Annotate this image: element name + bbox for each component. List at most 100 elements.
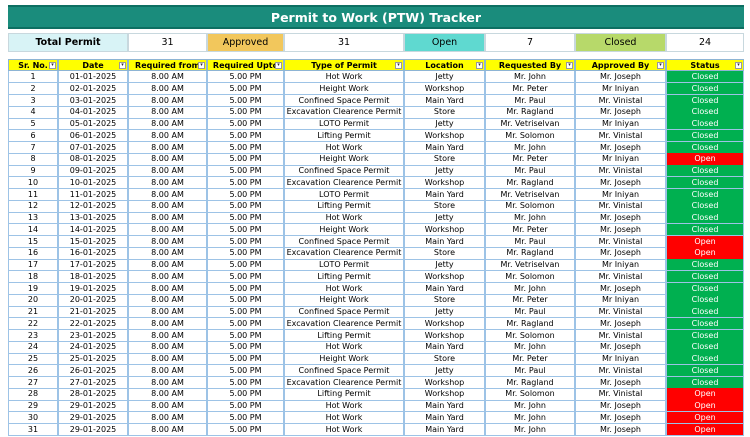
table-cell: 7 (8, 141, 58, 154)
table-cell: Height Work (284, 223, 404, 236)
table-cell: 8.00 AM (128, 165, 207, 178)
table-cell: Workshop (404, 270, 485, 283)
table-cell: 5 (8, 118, 58, 131)
table-cell: 8.00 AM (128, 423, 207, 436)
table-cell: 11-01-2025 (58, 188, 128, 201)
summary-label: Approved (207, 33, 284, 52)
status-cell: Closed (666, 188, 744, 201)
table-cell: 8 (8, 153, 58, 166)
column-header: Required from ▾ (128, 59, 207, 71)
table-cell: Main Yard (404, 235, 485, 248)
table-cell: Workshop (404, 376, 485, 389)
table-cell: 8.00 AM (128, 94, 207, 107)
column-header: Location ▾ (404, 59, 485, 71)
status-cell: Closed (666, 106, 744, 119)
filter-button[interactable]: ▾ (735, 62, 742, 69)
filter-button[interactable]: ▾ (198, 62, 205, 69)
filter-button[interactable]: ▾ (119, 62, 126, 69)
table-cell: Mr. John (485, 141, 575, 154)
table-cell: Mr. John (485, 71, 575, 84)
table-cell: 01-01-2025 (58, 71, 128, 84)
table-cell: Main Yard (404, 94, 485, 107)
table-cell: Hot Work (284, 400, 404, 413)
table-cell: 23 (8, 329, 58, 342)
table-cell: Main Yard (404, 423, 485, 436)
status-cell: Closed (666, 129, 744, 142)
table-cell: 10-01-2025 (58, 176, 128, 189)
status-cell: Closed (666, 223, 744, 236)
table-cell: 24 (8, 341, 58, 354)
table-cell: Mr. Ragland (485, 106, 575, 119)
table-cell: 8.00 AM (128, 400, 207, 413)
status-cell: Closed (666, 341, 744, 354)
table-cell: 8.00 AM (128, 153, 207, 166)
table-cell: 9 (8, 165, 58, 178)
status-cell: Closed (666, 317, 744, 330)
table-cell: Mr. Solomon (485, 329, 575, 342)
status-cell: Closed (666, 176, 744, 189)
table-cell: Main Yard (404, 141, 485, 154)
filter-button[interactable]: ▾ (476, 62, 483, 69)
table-cell: Hot Work (284, 141, 404, 154)
table-cell: Mr. Vinistal (575, 388, 666, 401)
table-cell: 19-01-2025 (58, 282, 128, 295)
filter-button[interactable]: ▾ (275, 62, 282, 69)
table-cell: Workshop (404, 317, 485, 330)
table-cell: 8.00 AM (128, 106, 207, 119)
table-cell: Height Work (284, 294, 404, 307)
summary-label: Open (404, 33, 485, 52)
table-cell: 5.00 PM (207, 141, 284, 154)
table-cell: 3 (8, 94, 58, 107)
table-cell: 14 (8, 223, 58, 236)
table-cell: Workshop (404, 129, 485, 142)
table-cell: Mr. Vetriselvan (485, 259, 575, 272)
table-cell: Jetty (404, 118, 485, 131)
column-header: Type of Permit ▾ (284, 59, 404, 71)
summary-label: Closed (575, 33, 666, 52)
summary-value: 31 (284, 33, 404, 52)
table-cell: 19 (8, 282, 58, 295)
table-cell: 8.00 AM (128, 341, 207, 354)
table-cell: Mr. Ragland (485, 176, 575, 189)
table-cell: Jetty (404, 165, 485, 178)
table-cell: 31 (8, 423, 58, 436)
table-cell: Mr. Vinistal (575, 306, 666, 319)
table-cell: 13 (8, 212, 58, 225)
status-cell: Open (666, 153, 744, 166)
table-cell: Mr. Vinistal (575, 165, 666, 178)
status-cell: Closed (666, 259, 744, 272)
table-cell: Excavation Clearence Permit (284, 176, 404, 189)
table-cell: 10 (8, 176, 58, 189)
table-cell: Mr. Joseph (575, 317, 666, 330)
table-cell: Hot Work (284, 71, 404, 84)
table-cell: Height Work (284, 353, 404, 366)
table-cell: Mr. Vetriselvan (485, 188, 575, 201)
table-cell: 8.00 AM (128, 329, 207, 342)
table-cell: 5.00 PM (207, 223, 284, 236)
filter-button[interactable]: ▾ (49, 62, 56, 69)
table-cell: 8.00 AM (128, 223, 207, 236)
table-cell: 5.00 PM (207, 259, 284, 272)
table-cell: 8.00 AM (128, 259, 207, 272)
table-cell: 8.00 AM (128, 247, 207, 260)
table-cell: 11 (8, 188, 58, 201)
status-cell: Closed (666, 94, 744, 107)
table-cell: Mr. Paul (485, 364, 575, 377)
table-cell: 5.00 PM (207, 306, 284, 319)
table-cell: 8.00 AM (128, 212, 207, 225)
table-cell: Mr. Vinistal (575, 94, 666, 107)
table-cell: Main Yard (404, 400, 485, 413)
column-header: Approved By ▾ (575, 59, 666, 71)
table-cell: Hot Work (284, 341, 404, 354)
table-cell: 21 (8, 306, 58, 319)
table-cell: 24-01-2025 (58, 341, 128, 354)
filter-button[interactable]: ▾ (566, 62, 573, 69)
status-cell: Closed (666, 200, 744, 213)
filter-button[interactable]: ▾ (657, 62, 664, 69)
status-cell: Closed (666, 71, 744, 84)
table-cell: Main Yard (404, 188, 485, 201)
table-cell: Hot Work (284, 411, 404, 424)
table-cell: Jetty (404, 259, 485, 272)
table-cell: Mr. Vinistal (575, 270, 666, 283)
filter-button[interactable]: ▾ (395, 62, 402, 69)
